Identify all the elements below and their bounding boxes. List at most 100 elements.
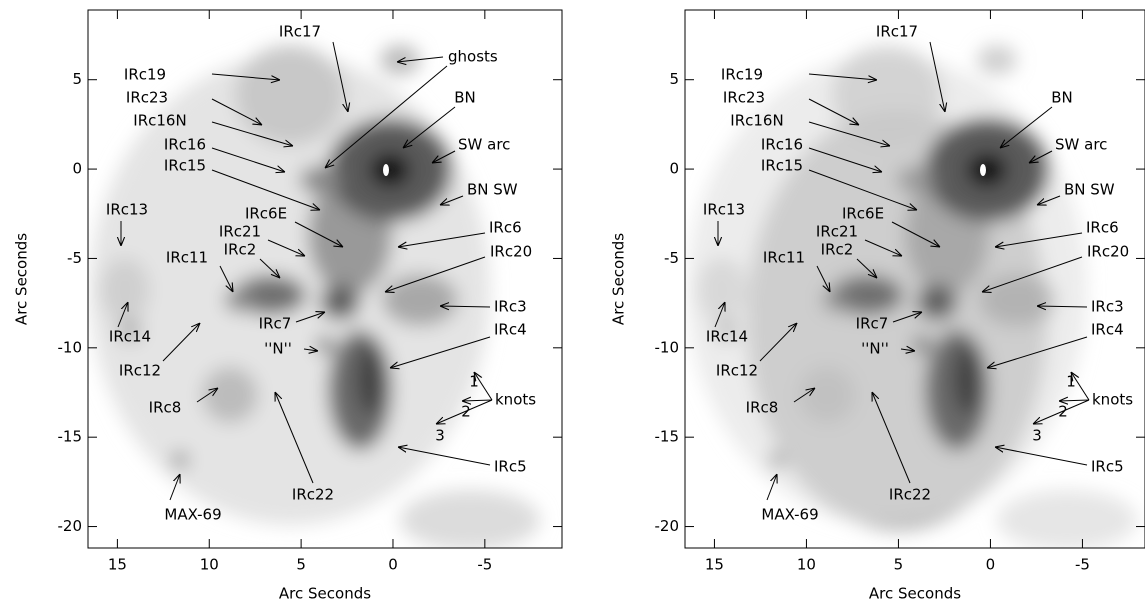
x-tick-label: 5 <box>894 556 904 574</box>
y-tick-label: 5 <box>72 70 82 88</box>
annotation-arrow <box>259 258 280 278</box>
annotation-arrow <box>864 239 902 256</box>
annotation-arrow <box>1037 195 1061 205</box>
annotation-arrow <box>332 41 348 112</box>
blob <box>101 258 149 322</box>
annotation-arrow <box>211 169 320 210</box>
annotation-arrow <box>808 98 859 125</box>
annotation: IRc2 <box>224 241 257 259</box>
blob <box>172 452 188 468</box>
annotation: IRc6 <box>1086 219 1119 237</box>
annotation-arrow <box>211 98 262 125</box>
annotation: 3 <box>435 427 445 445</box>
annotation-arrow <box>766 474 777 501</box>
annotation-arrow <box>856 258 877 278</box>
annotation-arrow <box>267 239 305 256</box>
blob <box>202 367 258 423</box>
annotation: IRc23 <box>126 89 168 107</box>
annotation-arrow <box>211 73 280 80</box>
y-tick-label: -20 <box>58 517 83 535</box>
annotation-arrow <box>403 106 456 148</box>
annotation: 1 <box>469 373 479 391</box>
blob <box>715 318 739 342</box>
x-tick-label: -5 <box>477 556 492 574</box>
annotation: IRc19 <box>124 66 166 84</box>
annotation-arrow <box>117 302 128 328</box>
x-tick-label: 0 <box>986 556 996 574</box>
annotation-arrow <box>169 474 180 501</box>
annotation: IRc8 <box>149 399 182 417</box>
x-tick-label: 10 <box>200 556 219 574</box>
annotation: IRc16N <box>133 112 186 130</box>
annotation: IRc19 <box>721 66 763 84</box>
annotation: BN <box>1051 89 1073 107</box>
annotation: IRc6 <box>489 219 522 237</box>
annotation: IRc2 <box>821 241 854 259</box>
annotation-arrow <box>872 392 911 484</box>
annotation-arrow <box>385 256 486 292</box>
annotation-arrow <box>440 195 464 205</box>
blob <box>382 274 458 326</box>
blob <box>997 490 1137 548</box>
annotation: SW arc <box>458 136 510 154</box>
axes-frame <box>684 9 1145 549</box>
annotation-arrow <box>808 169 917 210</box>
axes-frame <box>87 9 563 549</box>
x-tick-label: 15 <box>705 556 724 574</box>
annotation-arrow <box>474 372 493 401</box>
annotation-arrow <box>891 221 940 247</box>
y-tick-label: -15 <box>58 428 83 446</box>
intensity-map <box>90 45 540 548</box>
peak <box>980 164 986 176</box>
y-tick-label: -5 <box>664 249 679 267</box>
annotation-arrow <box>929 41 945 112</box>
blobs <box>687 45 1137 548</box>
y-tick-label: -10 <box>655 338 680 356</box>
intensity-map <box>687 45 1137 548</box>
annotation-arrow <box>1059 400 1090 401</box>
annotation-arrow <box>325 65 448 168</box>
annotation: IRc16 <box>164 136 206 154</box>
annotation-arrow <box>295 312 325 323</box>
annotation-arrow <box>211 147 285 172</box>
annotation-arrow <box>398 232 486 247</box>
x-tick-label: 5 <box>296 556 306 574</box>
annotation: knots <box>495 391 536 409</box>
blob <box>317 337 333 353</box>
panel: 15 10 5 0 -5 5 0 -5 -10 -15 -20 Arc Seconds Arc Seco… <box>610 9 1145 603</box>
blob <box>300 166 340 194</box>
annotation-arrow <box>982 256 1083 292</box>
annotation: IRc11 <box>763 249 805 267</box>
annotation: IRc6E <box>842 205 884 223</box>
y-tick-label: 0 <box>669 160 679 178</box>
y-tick-label: -15 <box>655 428 680 446</box>
annotation: IRc13 <box>106 201 148 219</box>
annotation-arrow <box>995 447 1088 466</box>
annotation: IRc21 <box>219 223 261 241</box>
annotation: IRc4 <box>1091 321 1124 339</box>
annotation: ''N'' <box>861 340 889 358</box>
annotation: IRc21 <box>816 223 858 241</box>
annotation: IRc5 <box>1091 458 1124 476</box>
annotation-arrow <box>987 336 1088 368</box>
blob <box>769 452 785 468</box>
annotation-arrow <box>808 73 877 80</box>
y-tick-label: 5 <box>669 70 679 88</box>
annotation: 1 <box>1066 373 1076 391</box>
annotation: IRc17 <box>279 23 321 41</box>
y-tick-label: -20 <box>655 517 680 535</box>
annotation: IRc16 <box>761 136 803 154</box>
annotation: ''N'' <box>264 340 292 358</box>
x-tick-label: -5 <box>1075 556 1090 574</box>
annotation-arrow <box>892 312 922 323</box>
peak <box>383 164 389 176</box>
x-axis-label: Arc Seconds <box>869 585 961 603</box>
x-tick-label: 10 <box>797 556 816 574</box>
annotation: BN <box>454 89 476 107</box>
blob <box>799 367 855 423</box>
annotation: IRc22 <box>889 486 931 504</box>
annotation: IRc20 <box>490 243 532 261</box>
annotation: IRc3 <box>1091 298 1124 316</box>
annotation: 3 <box>1032 427 1042 445</box>
annotation: IRc20 <box>1087 243 1129 261</box>
